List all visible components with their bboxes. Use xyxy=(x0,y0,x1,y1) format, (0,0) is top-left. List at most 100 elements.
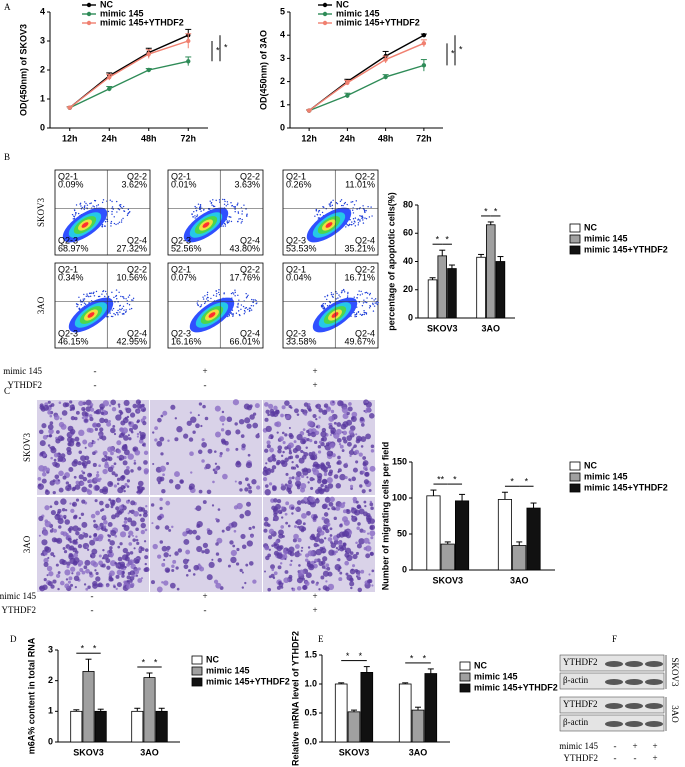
row-label: 3AO xyxy=(22,535,32,553)
treatment-sign: - xyxy=(94,380,97,390)
cell xyxy=(109,546,113,550)
cell xyxy=(90,552,96,559)
cell xyxy=(350,416,357,422)
flow-dot xyxy=(362,205,364,207)
flow-dot xyxy=(363,299,365,301)
cell xyxy=(123,449,130,456)
flow-dot xyxy=(230,312,232,314)
flow-dot xyxy=(339,200,342,203)
cell xyxy=(162,473,165,477)
flow-dot xyxy=(365,301,368,304)
flow-dot xyxy=(202,296,204,298)
cell xyxy=(284,433,288,437)
flow-dot xyxy=(347,292,349,295)
flow-dot xyxy=(111,206,114,208)
cell xyxy=(123,399,130,406)
cell xyxy=(285,472,289,476)
cell xyxy=(80,512,85,516)
cell xyxy=(342,542,347,547)
flow-dot xyxy=(84,303,87,305)
cell xyxy=(273,550,279,556)
cell xyxy=(170,404,176,410)
cell xyxy=(267,413,270,417)
bar xyxy=(94,710,107,743)
cell xyxy=(58,401,62,405)
y-tick-label: 50 xyxy=(397,528,407,538)
cell xyxy=(127,512,130,515)
cell xyxy=(99,427,104,432)
flow-dot xyxy=(206,296,209,299)
flow-dot xyxy=(93,206,96,208)
y-axis-label: percentage of apoptotic cells(%) xyxy=(386,192,396,331)
cell xyxy=(102,548,105,552)
cell xyxy=(275,540,279,544)
cell xyxy=(314,558,318,563)
cell xyxy=(45,467,51,473)
flow-dot xyxy=(132,299,134,301)
cell xyxy=(81,416,85,420)
flow-dot xyxy=(350,315,352,317)
series-line xyxy=(308,64,425,112)
bar xyxy=(360,672,374,743)
cell xyxy=(78,516,82,520)
flow-dot xyxy=(372,310,375,312)
y-tick-label: 2 xyxy=(280,76,285,86)
cell xyxy=(96,471,99,474)
cell xyxy=(318,538,325,544)
cell xyxy=(59,580,65,586)
flow-dot xyxy=(230,216,232,218)
cell xyxy=(219,451,223,456)
cell xyxy=(188,483,195,490)
quadrant-name: Q2-3 xyxy=(171,235,191,245)
cell xyxy=(335,483,342,489)
cell xyxy=(276,498,282,504)
cell xyxy=(198,402,203,406)
flow-dot xyxy=(230,202,232,204)
cell xyxy=(238,418,245,425)
cell xyxy=(69,502,72,505)
cell xyxy=(267,535,273,540)
cell xyxy=(245,461,253,469)
cell xyxy=(172,559,177,564)
flow-dot xyxy=(377,301,379,304)
legend-marker xyxy=(322,20,328,26)
cell xyxy=(263,528,268,533)
cell xyxy=(83,532,89,538)
cell xyxy=(128,530,134,536)
flow-dot xyxy=(115,311,118,314)
cell xyxy=(355,438,361,444)
cell xyxy=(125,407,132,414)
cell xyxy=(318,561,324,567)
flow-dot xyxy=(122,217,124,220)
treatment-sign: + xyxy=(312,366,317,376)
cell xyxy=(67,580,72,584)
cell xyxy=(294,544,300,549)
cell xyxy=(77,460,82,466)
cell xyxy=(230,549,237,557)
significance-label: * xyxy=(346,651,350,661)
flow-dot xyxy=(110,220,113,223)
flow-dot xyxy=(366,297,368,299)
cell xyxy=(56,539,60,543)
cell xyxy=(309,496,316,503)
cell xyxy=(365,401,369,404)
cell xyxy=(121,475,125,479)
cell xyxy=(322,550,325,554)
cell xyxy=(58,452,61,455)
flow-dot xyxy=(127,208,130,211)
legend-label: mimic 145 xyxy=(206,665,250,675)
cell xyxy=(348,429,354,435)
flow-dot xyxy=(357,293,359,296)
flow-dot xyxy=(204,295,206,297)
cell xyxy=(52,554,56,558)
cell xyxy=(54,462,60,468)
flow-dot xyxy=(245,208,247,210)
cell xyxy=(278,582,284,588)
cell xyxy=(349,484,354,488)
significance-label: * xyxy=(510,477,514,487)
cell xyxy=(111,406,117,412)
cell xyxy=(93,476,100,482)
bar xyxy=(512,545,527,571)
cell xyxy=(321,565,326,569)
flow-dot xyxy=(243,313,246,315)
